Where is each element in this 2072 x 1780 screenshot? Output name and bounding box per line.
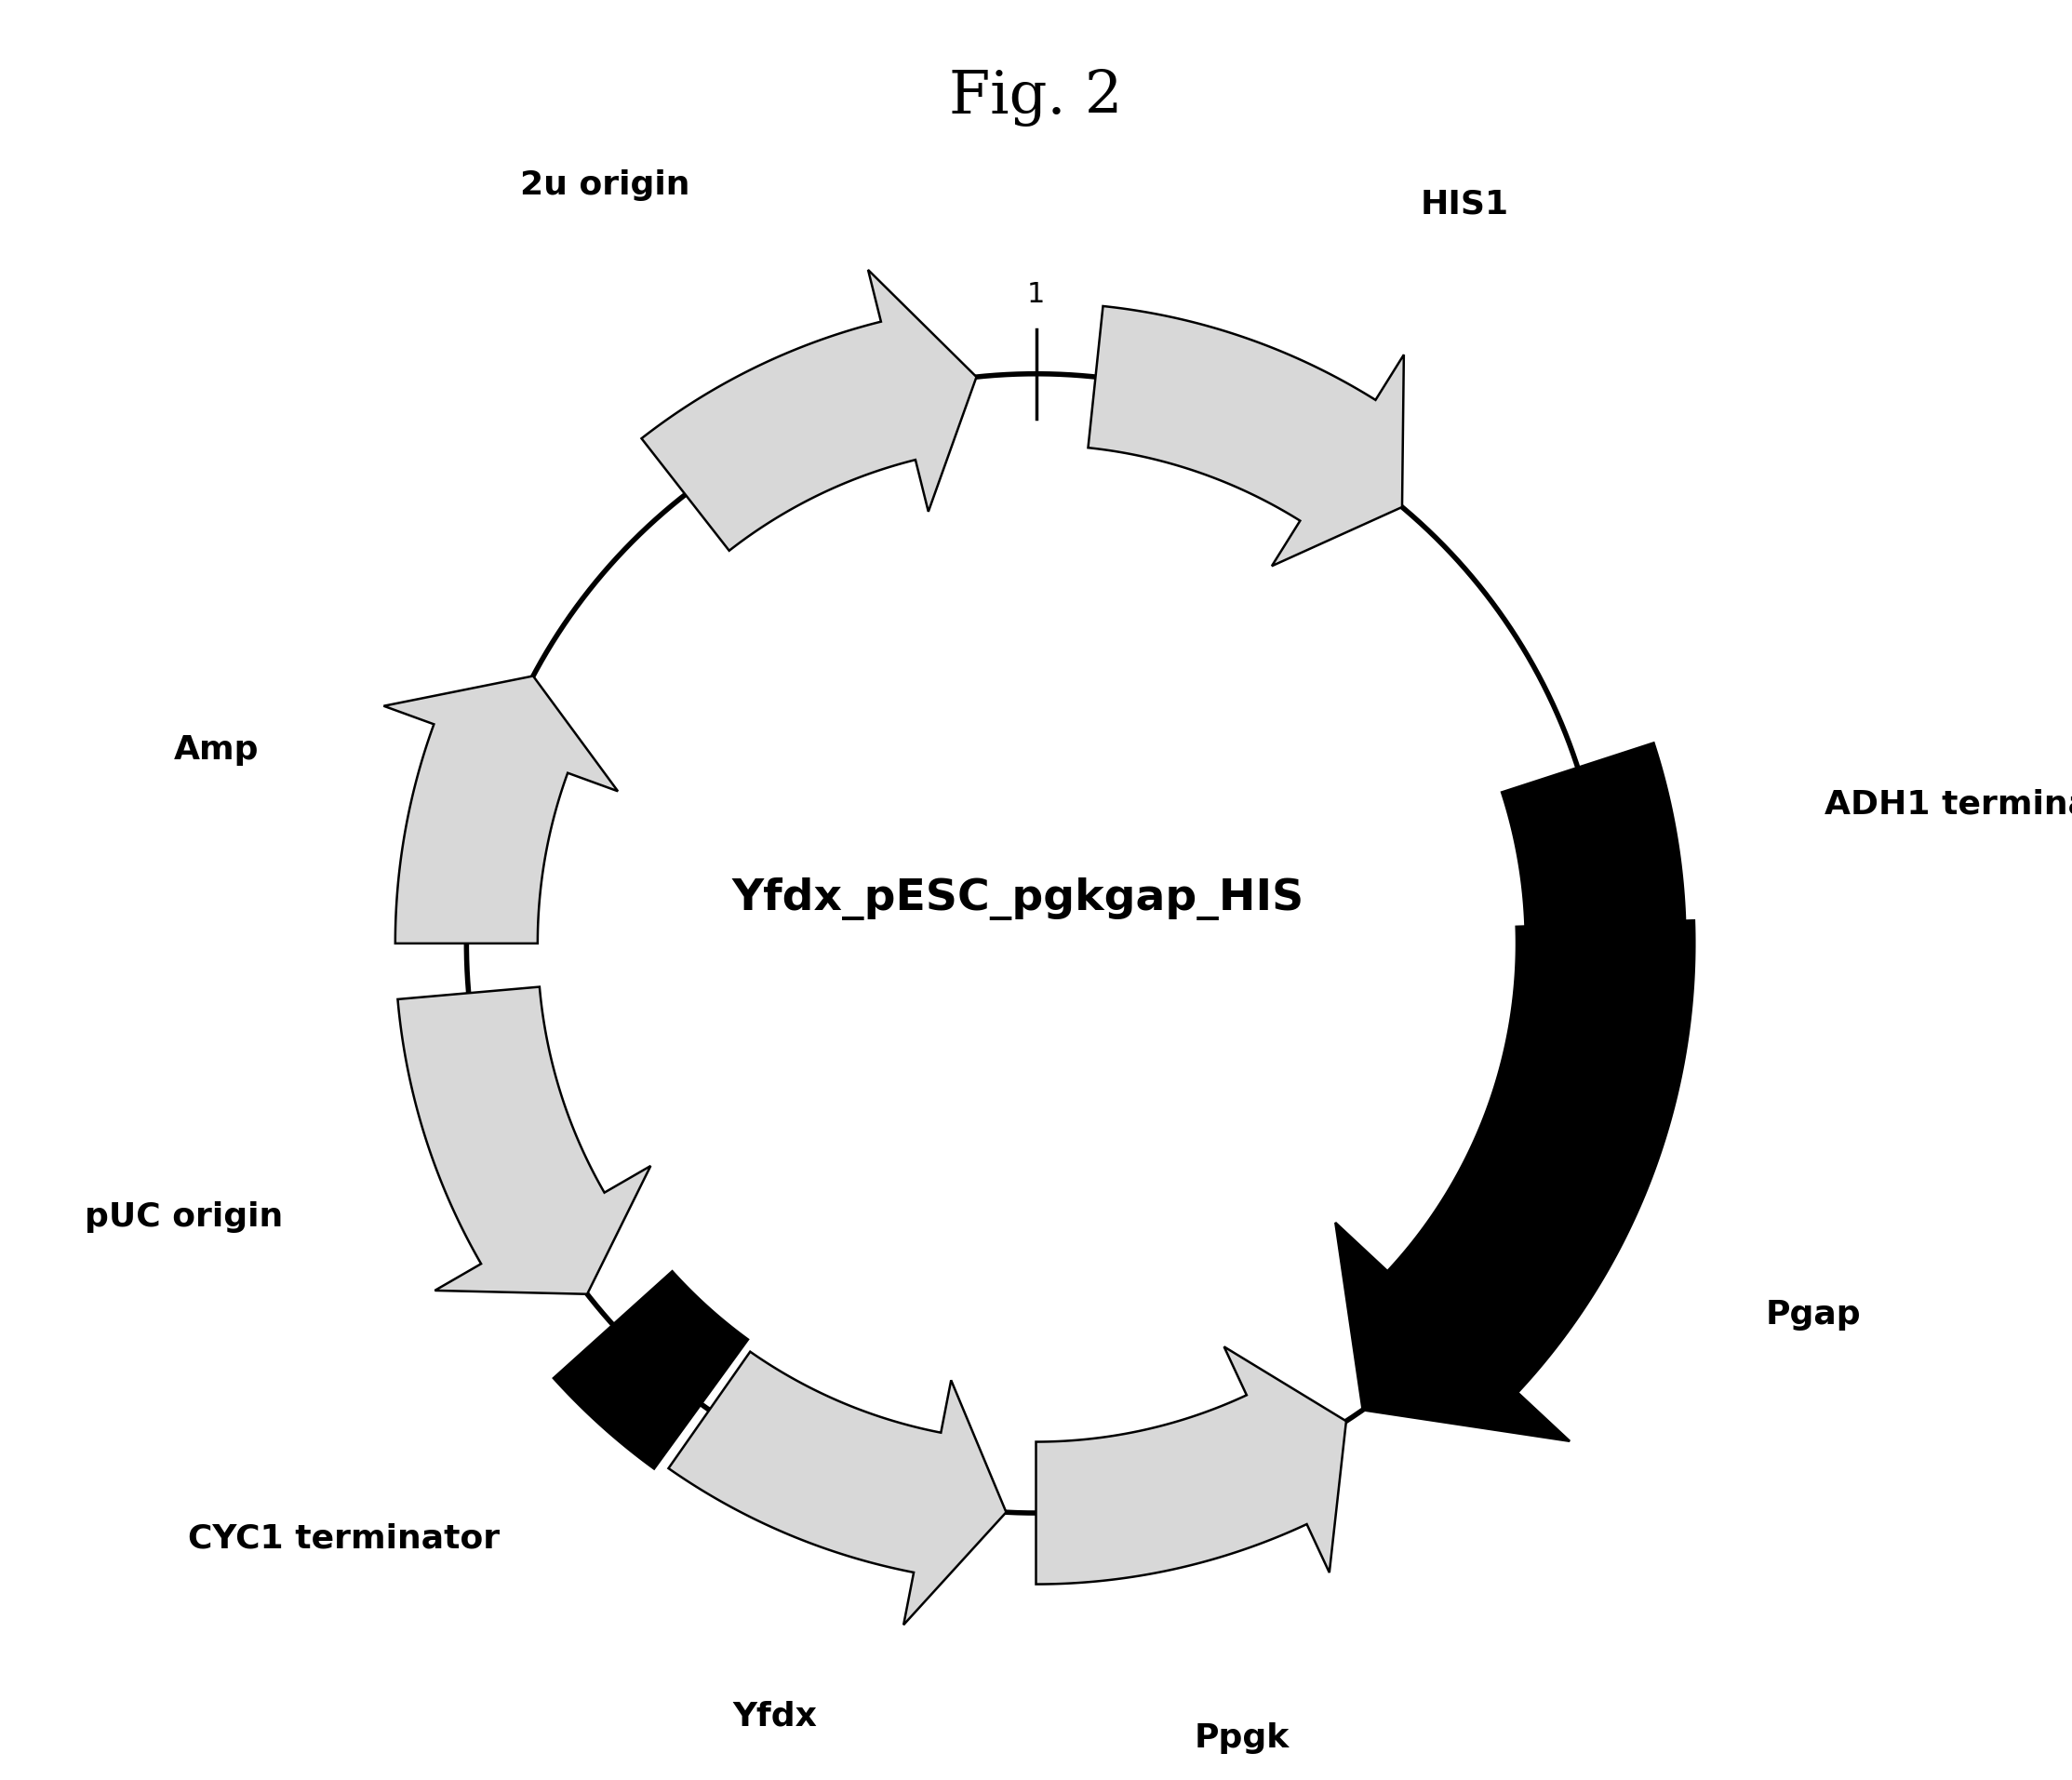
Text: Yfdx: Yfdx xyxy=(733,1700,818,1732)
Text: 2u origin: 2u origin xyxy=(520,169,690,201)
Text: Amp: Amp xyxy=(174,733,259,765)
Text: Pgap: Pgap xyxy=(1765,1299,1861,1331)
Polygon shape xyxy=(1334,920,1695,1442)
Polygon shape xyxy=(669,1351,1007,1625)
Text: Yfdx_pESC_pgkgap_HIS: Yfdx_pESC_pgkgap_HIS xyxy=(731,878,1305,920)
Text: pUC origin: pUC origin xyxy=(85,1202,284,1234)
Polygon shape xyxy=(1036,1347,1347,1584)
Polygon shape xyxy=(642,271,976,550)
Text: HIS1: HIS1 xyxy=(1421,189,1508,221)
Text: 1: 1 xyxy=(1028,281,1044,308)
Text: Ppgk: Ppgk xyxy=(1193,1721,1289,1753)
Text: Fig. 2: Fig. 2 xyxy=(949,69,1123,126)
Polygon shape xyxy=(398,986,651,1294)
Polygon shape xyxy=(383,676,617,943)
Polygon shape xyxy=(1088,306,1405,566)
Text: CYC1 terminator: CYC1 terminator xyxy=(189,1524,499,1554)
Polygon shape xyxy=(1502,742,1685,926)
Polygon shape xyxy=(553,1271,748,1468)
Text: ADH1 terminator: ADH1 terminator xyxy=(1825,789,2072,821)
